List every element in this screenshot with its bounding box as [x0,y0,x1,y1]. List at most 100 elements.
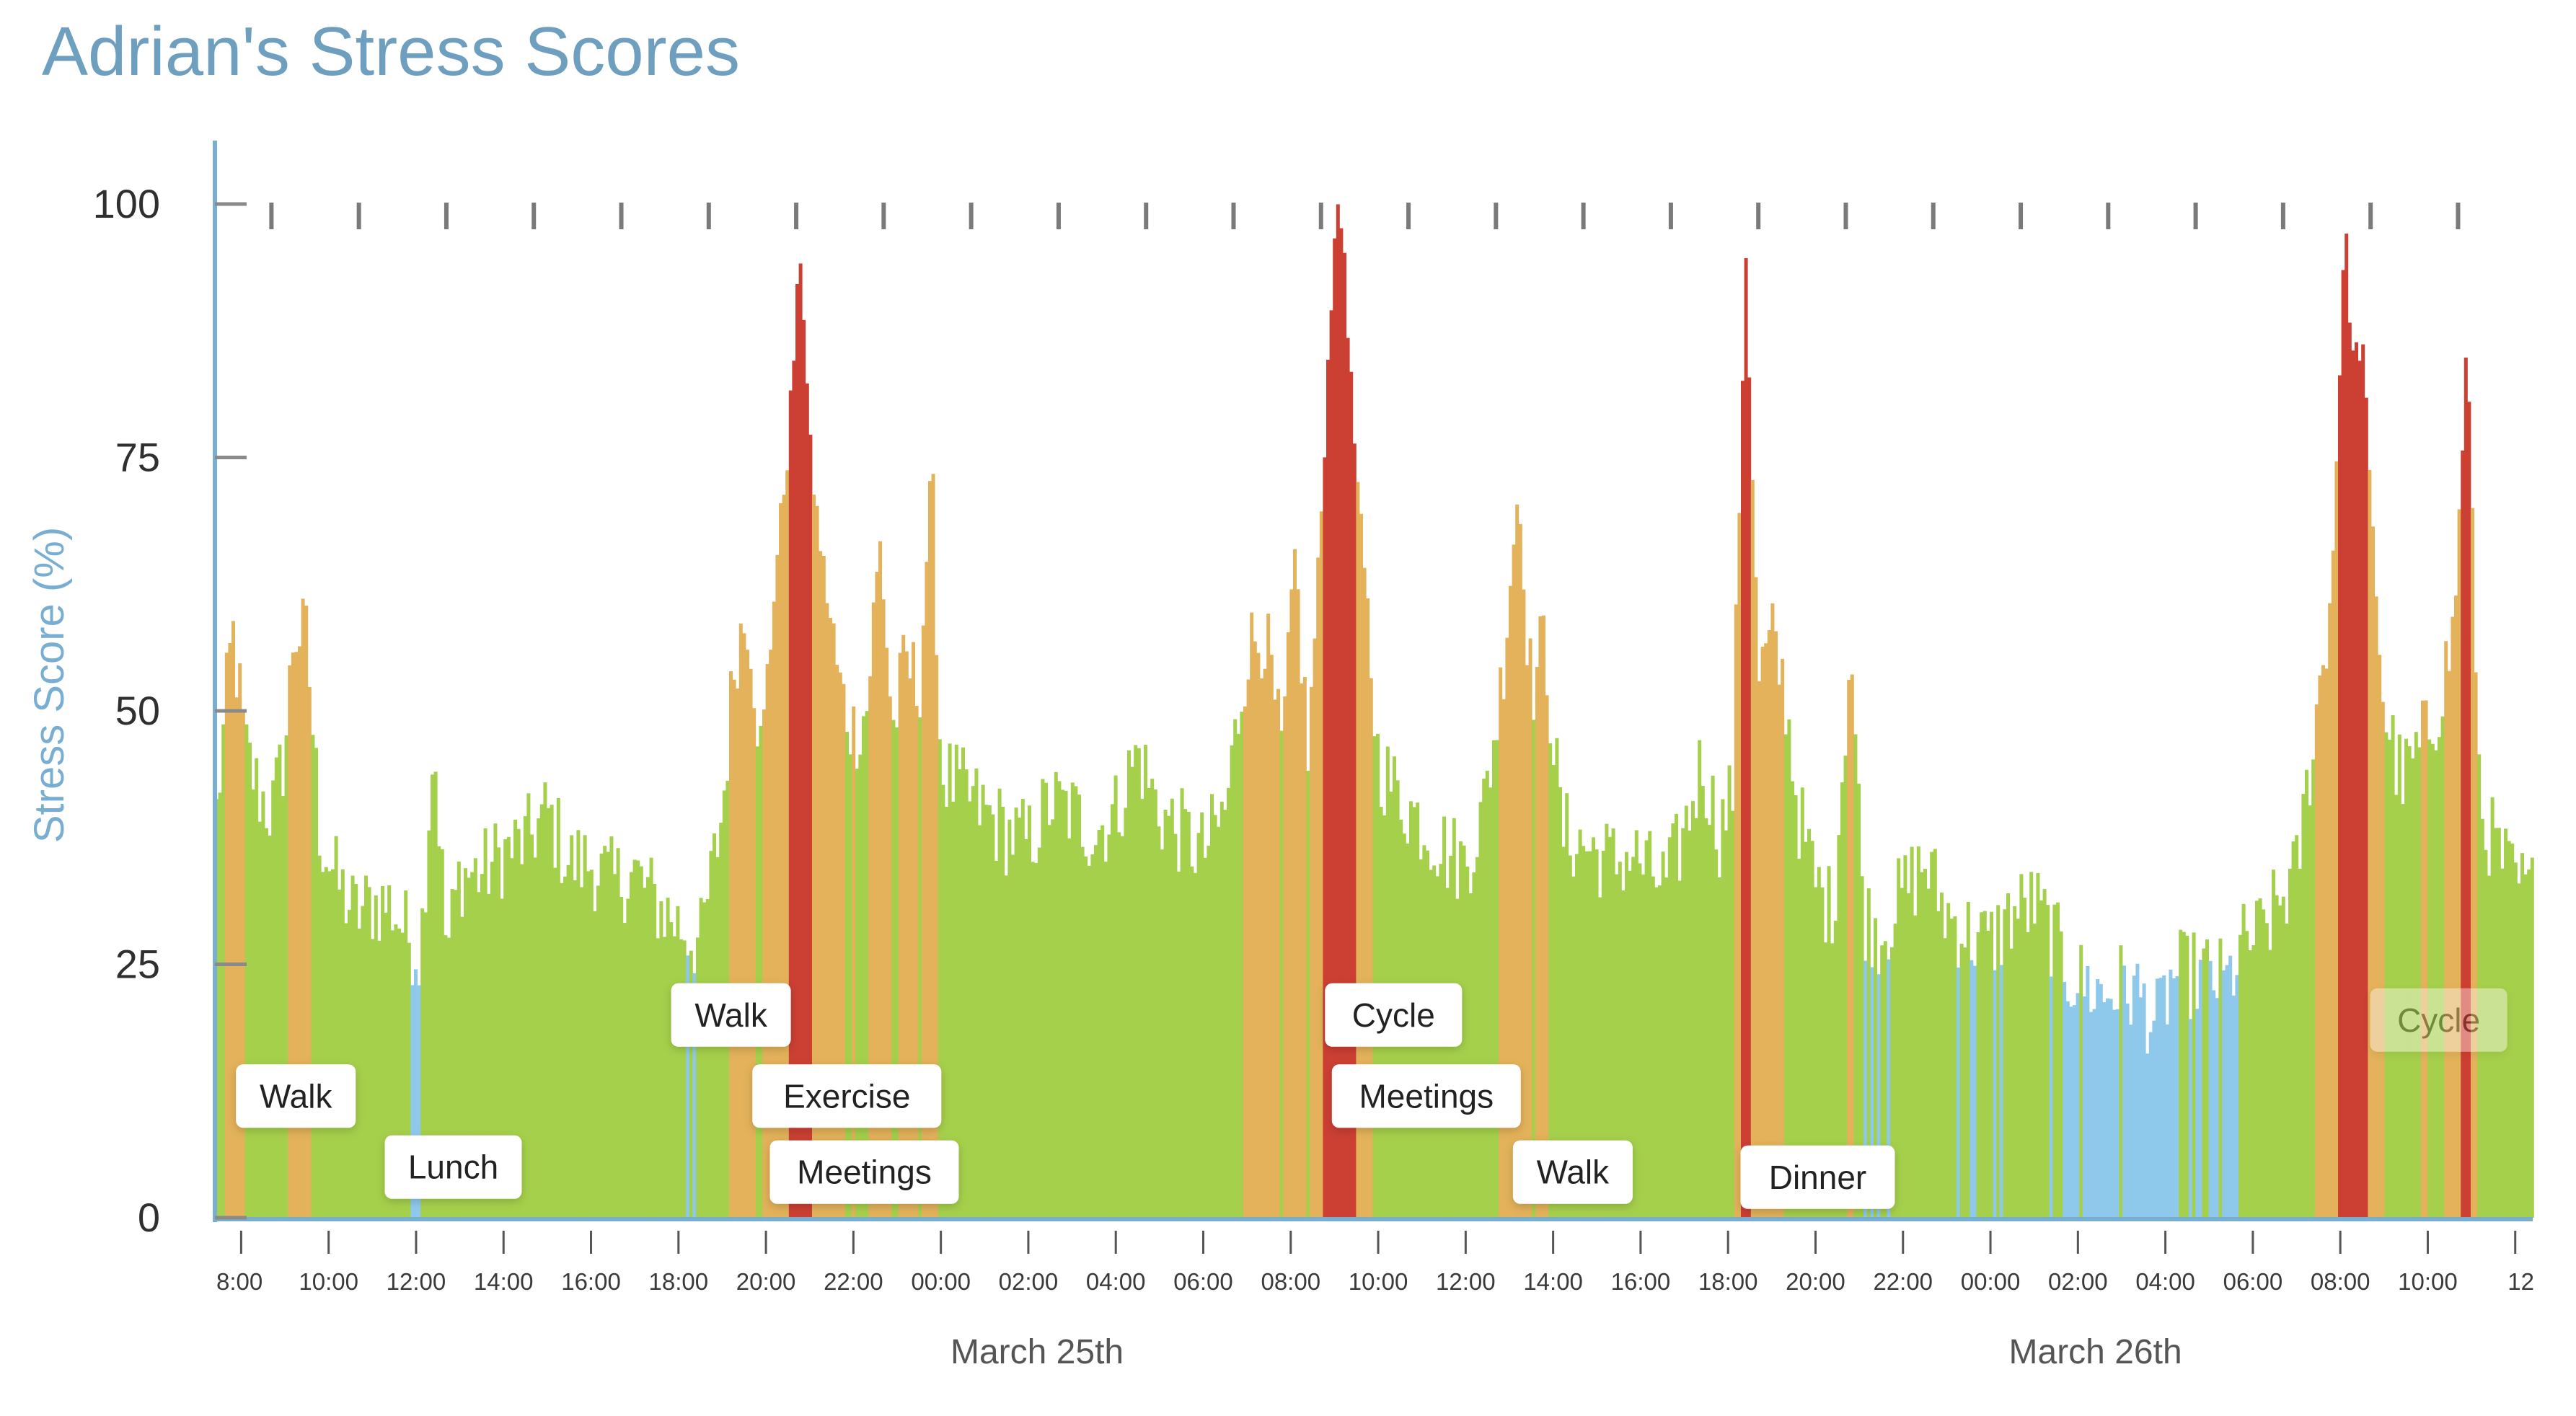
stress-bar [433,771,438,1218]
stress-bar [862,716,865,1218]
stress-bar [1482,778,1486,1218]
stress-bar [616,848,620,1218]
stress-bar [1499,667,1503,1218]
stress-bar [838,672,842,1218]
stress-bar [2427,739,2432,1218]
stress-bar [812,495,816,1218]
stress-bar [2099,983,2103,1218]
stress-bar [649,857,653,1218]
stress-bar [1472,872,1476,1218]
y-tick-label: 25 [115,942,160,987]
annotation-text: Lunch [408,1149,498,1186]
stress-bar [1538,616,1543,1218]
stress-bar [1532,720,1536,1218]
stress-bar [2231,995,2236,1218]
stress-bar [682,940,687,1218]
stress-bar [1020,799,1025,1218]
stress-bar [1283,696,1287,1218]
stress-bar [431,774,434,1218]
stress-bar [1814,887,1818,1218]
stress-bar [563,876,567,1218]
stress-bar [573,880,577,1218]
stress-bar [1276,689,1280,1218]
annotation-box [1331,1064,1521,1128]
stress-bar [895,727,899,1218]
stress-bar [829,617,832,1218]
stress-bar [1545,695,1549,1218]
stress-bar [580,887,583,1218]
stress-bar [1555,738,1559,1218]
stress-bar [2129,1025,2133,1218]
stress-bar [257,821,262,1218]
stress-bar [2520,853,2524,1218]
stress-bar [1124,807,1128,1218]
stress-bar [1717,877,1721,1218]
stress-bar [447,937,451,1218]
stress-bar [686,955,690,1218]
stress-bar [231,621,235,1218]
stress-bar [1210,794,1214,1218]
stress-bar [2311,759,2316,1218]
stress-bar [550,805,554,1218]
stress-bar [1747,377,1752,1218]
stress-bar [1047,825,1051,1218]
stress-bar [1339,228,1344,1218]
stress-bar [1628,870,1632,1218]
annotation-label: Dinner [1740,1145,1895,1209]
stress-bar [842,683,846,1218]
stress-bar [2301,794,2306,1218]
stress-bar [772,601,776,1218]
stress-bar [2165,1024,2169,1218]
stress-bar [2523,874,2528,1218]
stress-bar [1097,829,1101,1218]
stress-bar [2132,975,2136,1218]
stress-bar [1359,513,1363,1218]
stress-bar [1223,810,1227,1218]
stress-bar [377,940,381,1218]
stress-bar [1777,684,1781,1218]
stress-bar [414,969,418,1218]
stress-bar [1993,970,1997,1218]
stress-bar [689,950,693,1218]
stress-bar [1150,779,1155,1218]
x-tick-label: 00:00 [1961,1268,2021,1295]
stress-bar [244,724,249,1218]
stress-bar [2026,932,2030,1218]
stress-bar [1090,854,1095,1218]
stress-bar [1213,815,1217,1218]
stress-bar [1949,919,1954,1218]
stress-bar [1113,775,1118,1218]
stress-bar [1007,819,1012,1218]
annotation-label: Meetings [769,1140,959,1204]
stress-bar [2338,375,2342,1218]
stress-bar [1957,967,1960,1218]
stress-bar [626,898,630,1218]
stress-bar [845,731,849,1218]
x-tick-label: 22:00 [824,1268,883,1295]
stress-bar [497,847,500,1218]
stress-bar [2046,905,2050,1218]
stress-bar [2285,924,2289,1218]
annotation-box [671,983,791,1047]
stress-bar [1362,567,1367,1218]
annotation-box [752,1064,942,1128]
stress-bar [2156,978,2159,1218]
stress-bar [2198,960,2202,1218]
stress-bar [599,853,604,1218]
stress-bar [1767,630,1771,1218]
stress-bar [1200,812,1204,1218]
stress-bar [1173,833,1178,1218]
stress-bar [1485,770,1489,1218]
stress-bar [2175,975,2179,1218]
stress-bar [855,769,859,1218]
stress-bar [2357,360,2362,1218]
stress-bar [1986,931,1990,1218]
y-tick-label: 75 [115,435,160,480]
stress-bar [1077,795,1081,1218]
stress-bar [997,788,1002,1218]
stress-bar [769,650,773,1218]
stress-bar [1731,810,1735,1218]
stress-bar [427,830,431,1218]
stress-bar [467,877,471,1218]
stress-bar [1180,788,1184,1218]
